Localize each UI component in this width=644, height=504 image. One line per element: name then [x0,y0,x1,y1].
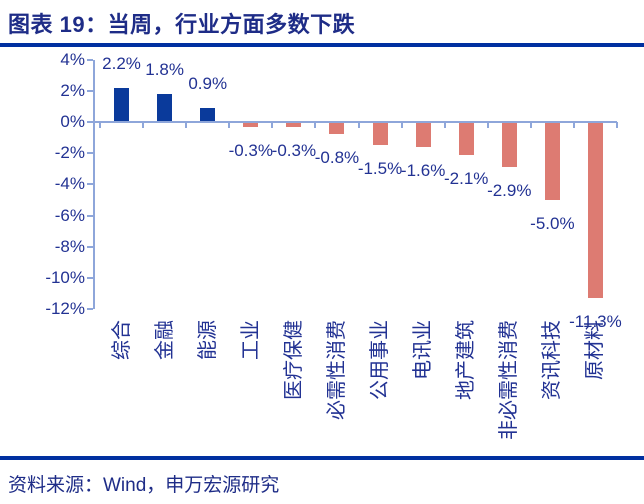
y-axis-tick-label: -10% [45,268,85,287]
bar-negative [587,122,603,299]
x-axis-line [93,121,617,123]
bar-negative [286,122,302,127]
x-axis-tick [529,122,532,128]
y-axis-tick-label: 0% [60,112,85,131]
y-axis-tick [87,58,93,61]
y-axis-tick [87,214,93,217]
bar-value-label: -0.3% [271,140,317,160]
x-axis-tick [572,122,575,128]
category-label: 工业 [239,320,262,360]
bar-positive [157,93,173,122]
x-axis-tick [99,122,101,128]
bar-value-label: 2.2% [102,53,141,73]
y-axis-tick [87,183,93,186]
y-axis-line [93,59,95,310]
bar-value-label: -2.1% [443,168,489,188]
x-axis-tick [185,122,188,128]
bar-value-label: -1.6% [400,160,446,180]
y-axis-tick [87,152,93,155]
bar-value-label: -5.0% [530,214,575,233]
footer-divider [0,456,644,460]
bar-negative [544,122,560,200]
title-divider [0,43,644,47]
y-axis-tick-label: 4% [60,49,85,69]
category-label: 必需性消费 [325,320,348,420]
x-axis-tick [314,122,317,128]
category-label: 医疗保健 [282,320,305,400]
category-label: 电讯业 [412,320,435,380]
bar-value-label: -11.3% [569,312,622,332]
bar-positive [200,107,216,122]
bar-negative [458,122,474,155]
category-label: 公用事业 [369,320,392,400]
y-axis-tick-label: -4% [54,174,85,194]
x-axis-tick [228,122,231,128]
y-axis-tick-label: 2% [60,80,85,100]
bar-value-label: -1.5% [357,159,403,179]
category-label: 原材料 [584,320,607,380]
y-axis-tick [87,277,93,279]
x-axis-tick [443,122,446,128]
y-axis-tick-label: -8% [54,236,85,256]
y-axis-tick-label: -12% [45,299,85,319]
category-label: 非必需性消费 [498,320,521,440]
y-axis-tick-label: -6% [54,205,85,225]
source-note: 资料来源：Wind，申万宏源研究 [8,475,280,496]
bar-value-label: -0.3% [228,140,273,160]
x-axis-tick [400,122,403,128]
bar-negative [415,122,431,147]
x-axis-tick [357,122,360,128]
category-label: 金融 [153,320,176,360]
bar-negative [372,122,388,146]
bar-negative [243,122,259,127]
bar-value-label: 1.8% [145,59,184,79]
bar-value-label: -2.9% [487,181,532,201]
x-axis-tick [271,122,274,128]
bar-value-label: -0.8% [314,148,360,168]
category-label: 综合 [110,320,133,360]
x-axis-tick [142,122,145,128]
x-axis-tick [486,122,489,128]
bar-positive [114,87,130,122]
y-axis-tick-label: -2% [54,143,85,163]
y-axis-tick [87,308,93,311]
figure-title: 图表 19：当周，行业方面多数下跌 [8,12,356,37]
category-label: 资讯科技 [541,320,564,400]
y-axis-tick [87,121,93,123]
bar-value-label: 0.9% [188,73,228,93]
x-axis-tick [616,122,618,128]
bar-negative [501,122,517,168]
y-axis-tick [87,245,93,248]
category-label: 地产建筑 [455,320,478,400]
y-axis-tick [87,89,93,92]
bar-negative [329,122,345,135]
category-label: 能源 [196,320,219,360]
